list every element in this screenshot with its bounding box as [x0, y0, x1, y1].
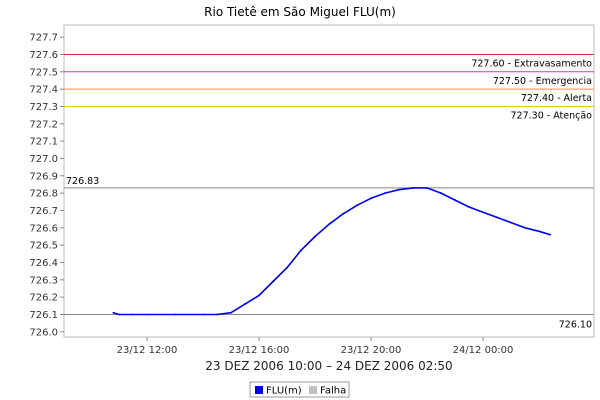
legend-swatch [255, 386, 263, 394]
series-layer [112, 187, 552, 316]
y-axis: 726.0 726.1 726.2 726.3 726.4 726.5 726.6 726.7… [29, 33, 64, 338]
data-point [440, 192, 442, 195]
data-point [538, 230, 540, 233]
data-point [426, 187, 428, 189]
data-point [356, 204, 358, 207]
threshold-lines: 727.60 - Extravasamento 727.50 - Emergenc… [64, 53, 594, 121]
legend-swatch [309, 386, 317, 394]
y-tick-label: 726.8 [29, 189, 58, 200]
legend-label: FLU(m) [266, 386, 302, 397]
y-tick-label: 726.0 [29, 327, 58, 338]
data-point [146, 313, 148, 316]
data-point [328, 223, 330, 226]
data-point [342, 213, 344, 215]
data-point [384, 192, 386, 195]
data-point [202, 313, 204, 316]
y-tick-label: 726.2 [29, 293, 58, 304]
y-tick-label: 726.1 [29, 310, 58, 321]
x-tick-label: 23/12 12:00 [117, 345, 178, 356]
y-tick-label: 727.2 [29, 119, 58, 130]
data-point [549, 233, 552, 236]
data-point [510, 221, 512, 224]
threshold-label: 727.50 - Emergencia [493, 76, 592, 87]
data-point [118, 313, 120, 316]
data-point [244, 303, 246, 305]
y-tick-label: 726.9 [29, 171, 58, 182]
data-point [398, 188, 400, 191]
y-tick-label: 726.4 [29, 258, 58, 269]
period-label: 23 DEZ 2006 10:00 – 24 DEZ 2006 02:50 [205, 359, 452, 373]
x-tick-label: 23/12 16:00 [229, 345, 290, 356]
y-tick-label: 726.5 [29, 241, 58, 252]
x-tick-label: 24/12 00:00 [453, 345, 514, 356]
data-point [314, 235, 316, 238]
y-tick-label: 727.1 [29, 137, 58, 148]
y-tick-label: 726.3 [29, 275, 58, 286]
data-point [112, 311, 115, 314]
max-line-label: 726.83 [66, 176, 99, 187]
data-point [272, 280, 274, 283]
data-point [132, 313, 134, 316]
data-point [468, 206, 470, 208]
data-point [412, 187, 414, 189]
chart-title: Rio Tietê em São Miguel FLU(m) [204, 5, 396, 19]
data-point [258, 294, 260, 297]
data-point [496, 216, 498, 219]
threshold-label: 727.60 - Extravasamento [471, 58, 592, 69]
y-tick-label: 727.7 [29, 33, 58, 44]
legend-box [249, 381, 350, 398]
data-point [286, 266, 288, 269]
y-tick-label: 726.7 [29, 206, 58, 217]
data-point [216, 313, 218, 316]
y-tick-label: 727.5 [29, 67, 58, 78]
data-point [300, 249, 302, 252]
y-tick-label: 727.6 [29, 50, 58, 61]
threshold-label: 727.40 - Alerta [521, 93, 592, 104]
data-point [482, 211, 484, 214]
threshold-label: 727.30 - Atenção [511, 110, 593, 121]
legend: FLU(m) Falha [249, 381, 350, 398]
x-axis: 23/12 12:00 23/12 16:00 23/12 20:00 24/12 0… [117, 337, 514, 356]
data-point [370, 197, 372, 200]
min-line-label: 726.10 [559, 319, 592, 330]
y-tick-label: 727.0 [29, 154, 58, 165]
legend-label: Falha [320, 386, 346, 397]
data-point [454, 199, 456, 201]
x-tick-label: 23/12 20:00 [341, 345, 402, 356]
data-point [230, 311, 232, 314]
plot-area [63, 24, 595, 338]
y-tick-label: 726.6 [29, 223, 58, 234]
data-point [174, 313, 176, 316]
data-point [524, 226, 526, 229]
y-tick-label: 727.3 [29, 102, 58, 113]
y-tick-label: 727.4 [29, 85, 58, 96]
